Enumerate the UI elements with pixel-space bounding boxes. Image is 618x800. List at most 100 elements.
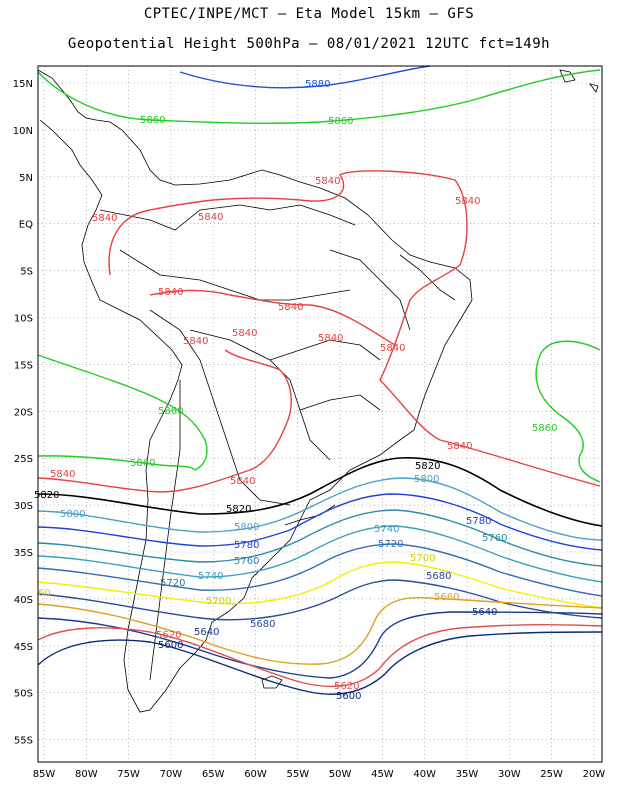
contour-label-5740: 5740 <box>374 524 399 535</box>
contour-label-5640: 5640 <box>472 607 497 618</box>
contour-label-5700: 5700 <box>206 596 231 607</box>
island <box>559 69 576 83</box>
contour-5600 <box>37 631 603 695</box>
contour-label-5740: 5740 <box>198 571 223 582</box>
longitude-tick-label: 70W <box>160 769 183 780</box>
contour-5800 <box>37 477 603 541</box>
country-border <box>189 329 331 461</box>
latitude-tick-label: 20S <box>14 407 33 418</box>
chart-title-line-1: CPTEC/INPE/MCT – Eta Model 15km – GFS <box>143 6 475 22</box>
contour-label-5840: 5840 <box>183 336 208 347</box>
contour-label-5860: 5860 <box>158 406 183 417</box>
longitude-tick-label: 80W <box>75 769 98 780</box>
contour-label-5780: 5780 <box>234 540 259 551</box>
country-border <box>269 339 381 361</box>
contour-label-5860: 5860 <box>328 116 353 127</box>
contour-5840 <box>108 170 601 487</box>
longitude-tick-label: 55W <box>286 769 309 780</box>
contour-label-5860: 5860 <box>130 458 155 469</box>
contour-5780 <box>37 493 603 551</box>
latitude-tick-label: 15N <box>13 79 33 90</box>
latitude-tick-label: 55S <box>14 736 33 747</box>
contour-label-5640: 5640 <box>194 627 219 638</box>
contour-5880 <box>179 65 431 89</box>
contour-label-5820: 5820 <box>415 461 440 472</box>
country-border <box>329 249 411 331</box>
contour-label-5660: 5660 <box>434 592 459 603</box>
contour-label-5840: 5840 <box>380 343 405 354</box>
contour-label-5620: 5620 <box>334 681 359 692</box>
contour-label-5840: 5840 <box>318 333 343 344</box>
continent-outline <box>37 69 473 713</box>
country-border <box>299 394 381 411</box>
contour-lines <box>37 65 603 695</box>
contour-label-5840: 5840 <box>278 302 303 313</box>
latitude-tick-label: 5S <box>20 267 33 278</box>
contour-5820 <box>37 457 603 527</box>
contour-5760 <box>37 509 603 567</box>
coastline <box>37 69 599 713</box>
latitude-tick-label: 25S <box>14 454 33 465</box>
contour-label-5840: 5840 <box>230 476 255 487</box>
contour-label-5840: 5840 <box>198 212 223 223</box>
contour-label-5720: 5720 <box>378 539 403 550</box>
longitude-tick-label: 35W <box>456 769 479 780</box>
longitude-tick-label: 60W <box>244 769 267 780</box>
contour-label-5700: 5700 <box>410 553 435 564</box>
longitude-tick-label: 20W <box>583 769 606 780</box>
latitude-tick-label: 30S <box>14 501 33 512</box>
contour-label-5860: 5860 <box>140 115 165 126</box>
country-border <box>149 309 291 506</box>
contour-label-5680: 5680 <box>250 619 275 630</box>
contour-5860 <box>37 455 196 471</box>
longitude-tick-label: 65W <box>202 769 225 780</box>
contour-5700 <box>37 561 603 609</box>
country-border <box>399 254 456 301</box>
chart-title-line-2: Geopotential Height 500hPa – 08/01/2021 … <box>67 36 551 52</box>
contour-5680 <box>37 579 603 621</box>
contour-label-5620: 5620 <box>156 630 181 641</box>
longitude-tick-label: 40W <box>413 769 436 780</box>
latitude-tick-label: 15S <box>14 360 33 371</box>
contour-label-5800: 5800 <box>414 474 439 485</box>
latitude-tick-label: 50S <box>14 689 33 700</box>
contour-labels: 5880 5860 5860 5840 5840 5840 5840 5840 … <box>34 79 557 702</box>
lat-lon-grid <box>38 66 602 762</box>
contour-label-5720: 5720 <box>160 578 185 589</box>
latitude-tick-label: 5N <box>19 173 33 184</box>
contour-5620 <box>37 623 603 687</box>
longitude-tick-label: 50W <box>329 769 352 780</box>
contour-5660 <box>37 596 603 665</box>
island <box>589 83 599 93</box>
contour-label-5760: 5760 <box>482 533 507 544</box>
contour-label-5860: 5860 <box>532 423 557 434</box>
longitude-tick-label: 75W <box>117 769 140 780</box>
contour-5840 <box>37 349 292 493</box>
latitude-tick-label: 10S <box>14 314 33 325</box>
contour-label-5840: 5840 <box>315 176 340 187</box>
contour-label-5600: 5600 <box>336 691 361 702</box>
longitude-axis: 85W 80W 75W 70W 65W 60W 55W 50W 45W 40W 35W 30W 25W 2… <box>33 769 606 780</box>
latitude-tick-label: 40S <box>14 595 33 606</box>
country-border <box>99 204 356 231</box>
contour-5740 <box>37 525 603 583</box>
contour-label-5600: 5600 <box>158 640 183 651</box>
contour-5860 <box>37 69 601 124</box>
contour-label-5840: 5840 <box>158 287 183 298</box>
contour-label-5780: 5780 <box>466 516 491 527</box>
latitude-axis: 15N 10N 5N EQ 5S 10S 15S 20S 25S 30S 35S 40S 45S 50S 5… <box>13 79 33 747</box>
contour-5840 <box>149 289 396 346</box>
latitude-tick-label: 35S <box>14 548 33 559</box>
contour-label-5880: 5880 <box>305 79 330 90</box>
contour-5860 <box>37 354 208 471</box>
contour-label-5800: 5800 <box>234 522 259 533</box>
contour-label-5820: 5820 <box>226 504 251 515</box>
contour-5860 <box>535 340 601 483</box>
contour-label-5840: 5840 <box>50 469 75 480</box>
contour-label-60: 60 <box>38 588 51 599</box>
longitude-tick-label: 25W <box>540 769 563 780</box>
latitude-tick-label: 45S <box>14 642 33 653</box>
longitude-tick-label: 30W <box>498 769 521 780</box>
contour-label-5840: 5840 <box>455 196 480 207</box>
